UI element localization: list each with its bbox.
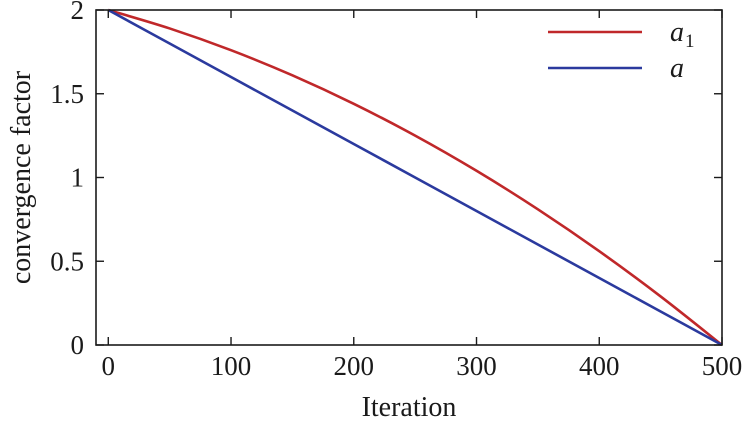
ticks-layer: 0 100 200 300 400 500 0 0.5 1 1.5 2: [50, 0, 742, 381]
y-tick-label: 1.5: [50, 79, 84, 109]
legend-label: a1: [670, 17, 695, 52]
legend-label: a: [670, 53, 684, 84]
series-layer: [107, 8, 723, 347]
x-tick-label: 300: [456, 351, 497, 381]
x-tick-label: 0: [102, 351, 116, 381]
y-tick-label: 2: [71, 0, 85, 25]
series-line-a: [107, 8, 723, 347]
y-tick-label: 1: [71, 163, 85, 193]
y-tick-label: 0.5: [50, 246, 84, 276]
series-line-a1: [107, 8, 723, 347]
y-tick-label: 0: [71, 330, 85, 360]
x-axis-title: Iteration: [362, 392, 457, 423]
legend: a1a: [548, 17, 695, 84]
x-tick-label: 500: [702, 351, 743, 381]
x-tick-label: 400: [579, 351, 620, 381]
x-tick-label: 200: [334, 351, 375, 381]
x-tick-label: 100: [211, 351, 252, 381]
y-axis-title: convergence factor: [6, 70, 37, 284]
